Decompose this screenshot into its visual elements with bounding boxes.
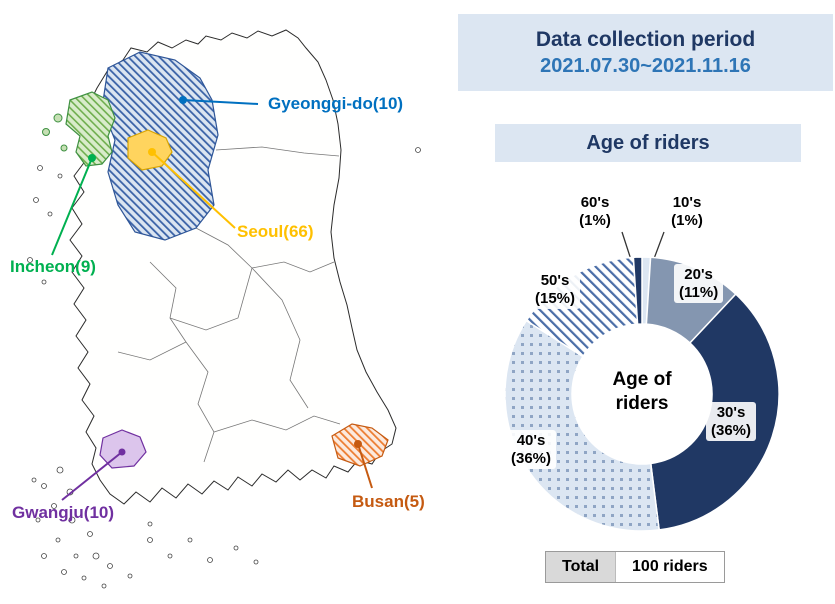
- leader-gwangju: [61, 448, 126, 501]
- incheon-islands: [42, 113, 68, 152]
- map-label-busan: Busan(5): [352, 492, 425, 511]
- region-incheon: [65, 91, 116, 167]
- total-value: 100 riders: [615, 552, 724, 582]
- pie-slice-60s: [632, 256, 643, 325]
- leader-busan: [354, 440, 373, 489]
- donut-center-label: Age of riders: [612, 369, 672, 414]
- pie-slice-40s: [504, 319, 661, 532]
- age-of-riders-title: Age of riders: [495, 124, 801, 162]
- map-label-gyeonggi: Gyeonggi-do(10): [268, 94, 404, 113]
- korea-map: [27, 29, 421, 589]
- islands: [27, 147, 421, 589]
- leader-seoul: [148, 148, 236, 229]
- leader-incheon: [51, 154, 96, 256]
- province-borders: [117, 146, 341, 463]
- pie-label-50s: 50's (15%): [530, 270, 581, 310]
- map-label-seoul: Seoul(66): [237, 222, 314, 241]
- total-label: Total: [546, 552, 616, 582]
- map-label-gwangju: Gwangju(10): [12, 503, 115, 522]
- data-collection-header: Data collection period 2021.07.30~2021.1…: [458, 14, 833, 91]
- pie-label-30s: 30's (36%): [706, 402, 757, 442]
- pie-label-10s: 10's (1%): [671, 194, 703, 229]
- pie-label-40s: 40's (36%): [506, 430, 557, 470]
- pie-label-60s: 60's (1%): [579, 194, 611, 229]
- pie-label-20s: 20's (11%): [674, 264, 724, 304]
- header-period: 2021.07.30~2021.11.16: [540, 54, 751, 77]
- leader-gyeonggi: [179, 96, 259, 105]
- map-label-incheon: Incheon(9): [10, 257, 96, 276]
- total-box: Total 100 riders: [545, 551, 725, 583]
- age-title-text: Age of riders: [586, 131, 710, 154]
- header-title: Data collection period: [535, 27, 756, 51]
